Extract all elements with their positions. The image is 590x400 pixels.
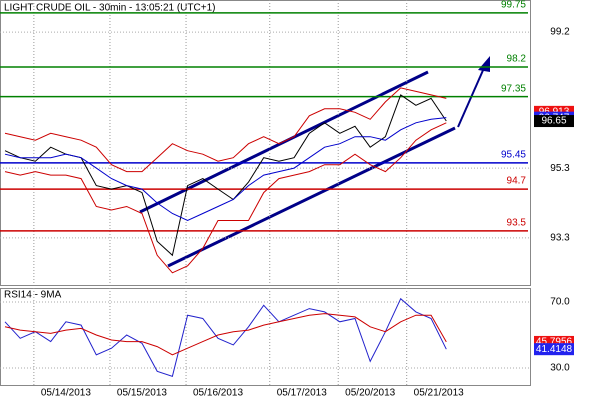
level-label: 97.35 (501, 83, 526, 94)
series-line (4, 297, 447, 377)
price-marker-label: 96.65 (541, 116, 566, 127)
level-label: 94.7 (507, 176, 527, 187)
level-label: 93.5 (507, 218, 527, 229)
price-frame (0, 0, 531, 286)
x-tick-label: 05/21/2013 (414, 388, 464, 399)
price-marker-box (534, 115, 574, 128)
y-tick-label: 99.2 (550, 27, 570, 38)
x-tick-label: 05/15/2013 (117, 388, 167, 399)
series-line (4, 87, 447, 173)
x-tick-label: 05/20/2013 (345, 388, 395, 399)
level-label: 99.75 (501, 0, 526, 11)
rsi-frame (0, 288, 531, 386)
channel-lower (167, 126, 456, 268)
y-tick-label: 93.3 (550, 233, 570, 244)
channel-upper (139, 70, 429, 214)
arrow-head (478, 56, 490, 72)
series-line (4, 117, 447, 222)
x-tick-label: 05/16/2013 (193, 388, 243, 399)
price-marker-label: 45.7956 (536, 337, 573, 348)
x-tick-label: 05/14/2013 (41, 388, 91, 399)
series-line (4, 313, 447, 356)
x-tick-label: 05/17/2013 (277, 388, 327, 399)
price-marker-label: 41.4148 (536, 344, 573, 355)
series-line (4, 122, 447, 274)
rsi-title: RSI14 - 9MA (4, 290, 62, 301)
y-tick-label: 95.3 (550, 163, 570, 174)
level-label: 98.2 (507, 54, 527, 65)
y-tick-label: 30.0 (550, 363, 570, 374)
y-tick-label: 70.0 (550, 297, 570, 308)
price-marker-box (534, 343, 574, 356)
level-label: 95.45 (501, 150, 526, 161)
chart-title: LIGHT CRUDE OIL - 30min - 13:05:21 (UTC+… (4, 3, 215, 14)
forecast-arrow (457, 67, 485, 128)
